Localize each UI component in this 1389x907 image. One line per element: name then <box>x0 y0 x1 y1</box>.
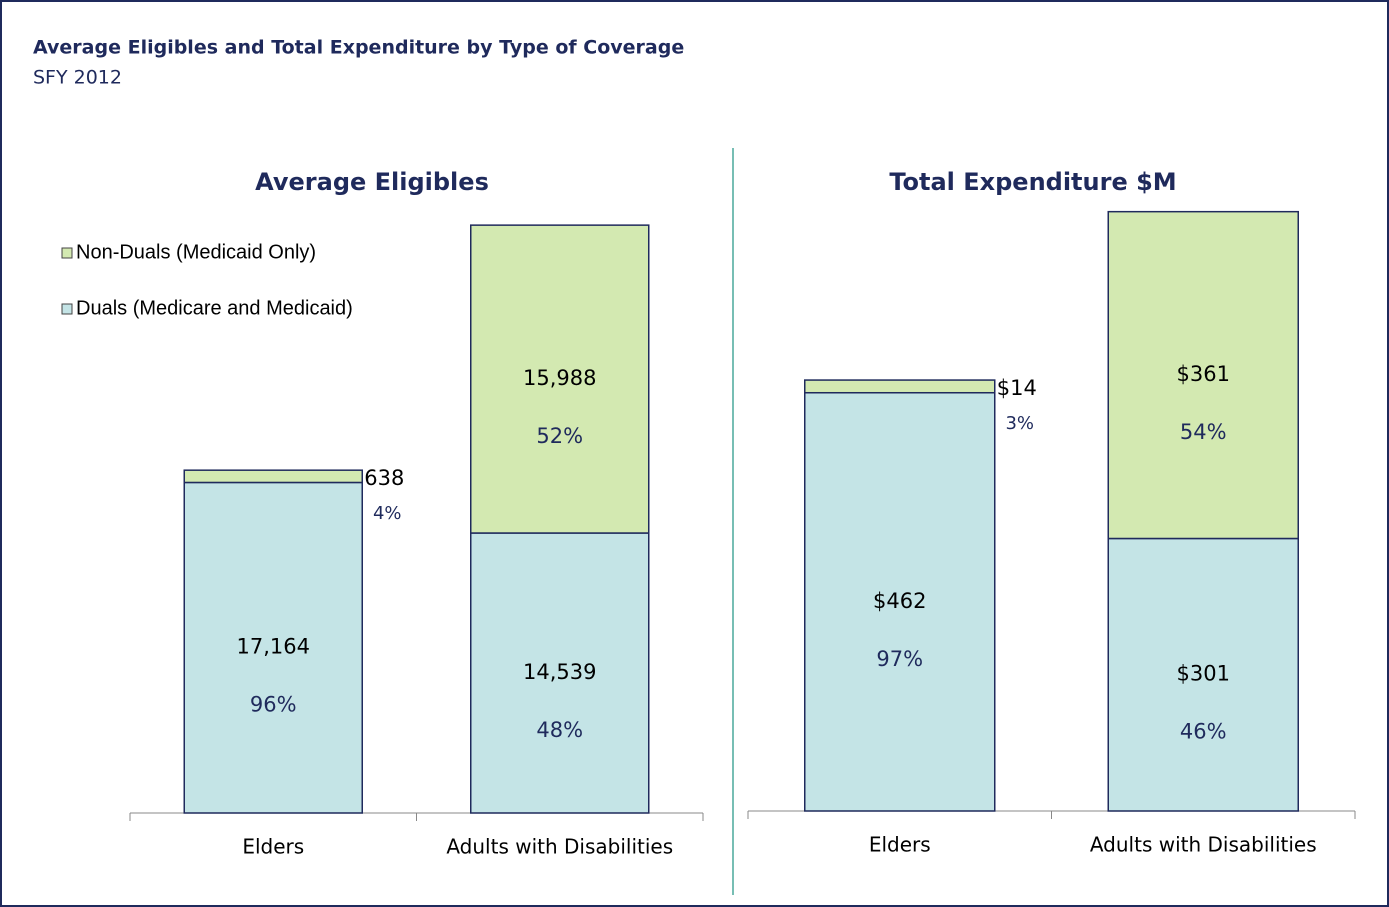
bar-segment <box>1107 537 1299 812</box>
share-label: 52% <box>536 424 583 448</box>
share-label: 4% <box>373 503 402 524</box>
share-label: 96% <box>250 693 297 717</box>
share-label: 97% <box>876 647 923 671</box>
share-label: 3% <box>1005 413 1034 434</box>
x-tick-label: Elders <box>869 833 931 857</box>
bar-segment <box>804 391 996 812</box>
header-title: Average Eligibles and Total Expenditure … <box>33 37 684 59</box>
value-label: $462 <box>873 589 926 613</box>
legend-swatch <box>61 303 73 315</box>
legend-label: Non-Duals (Medicaid Only) <box>76 241 316 263</box>
chart-title: Average Eligibles <box>255 168 489 196</box>
share-label: 46% <box>1180 720 1227 744</box>
bar-segment <box>470 224 650 534</box>
value-label: 17,164 <box>237 635 310 659</box>
bar-segment <box>183 481 363 814</box>
header-subtitle: SFY 2012 <box>33 67 122 89</box>
value-label: 15,988 <box>523 366 596 390</box>
chart-title: Total Expenditure $M <box>889 168 1176 196</box>
value-label: 638 <box>364 466 404 490</box>
bar-segment <box>804 379 996 394</box>
bar-segment <box>1107 210 1299 540</box>
share-label: 48% <box>536 718 583 742</box>
value-label: $14 <box>997 376 1037 400</box>
value-label: 14,539 <box>523 660 596 684</box>
legend-label: Duals (Medicare and Medicaid) <box>76 297 353 319</box>
x-tick-label: Adults with Disabilities <box>446 835 673 859</box>
value-label: $361 <box>1177 362 1230 386</box>
x-tick-label: Elders <box>242 835 304 859</box>
share-label: 54% <box>1180 420 1227 444</box>
legend-swatch <box>61 247 73 259</box>
value-label: $301 <box>1177 662 1230 686</box>
x-tick-label: Adults with Disabilities <box>1090 833 1317 857</box>
bar-segment <box>183 469 363 484</box>
